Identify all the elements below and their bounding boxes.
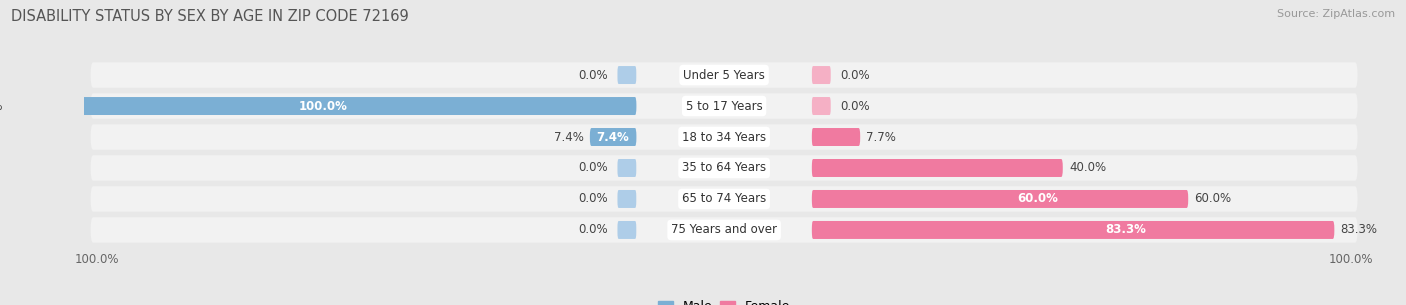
FancyBboxPatch shape bbox=[90, 62, 1358, 88]
Text: 0.0%: 0.0% bbox=[578, 161, 607, 174]
FancyBboxPatch shape bbox=[8, 97, 637, 115]
FancyBboxPatch shape bbox=[811, 159, 831, 177]
FancyBboxPatch shape bbox=[617, 190, 637, 208]
FancyBboxPatch shape bbox=[90, 217, 1358, 243]
Text: 7.4%: 7.4% bbox=[596, 131, 630, 144]
Text: 35 to 64 Years: 35 to 64 Years bbox=[682, 161, 766, 174]
Text: 83.3%: 83.3% bbox=[1340, 224, 1378, 236]
FancyBboxPatch shape bbox=[811, 66, 831, 84]
FancyBboxPatch shape bbox=[617, 97, 637, 115]
FancyBboxPatch shape bbox=[811, 97, 831, 115]
FancyBboxPatch shape bbox=[90, 93, 1358, 119]
Text: DISABILITY STATUS BY SEX BY AGE IN ZIP CODE 72169: DISABILITY STATUS BY SEX BY AGE IN ZIP C… bbox=[11, 9, 409, 24]
FancyBboxPatch shape bbox=[591, 128, 637, 146]
FancyBboxPatch shape bbox=[617, 66, 637, 84]
Text: 65 to 74 Years: 65 to 74 Years bbox=[682, 192, 766, 206]
FancyBboxPatch shape bbox=[811, 159, 1063, 177]
Text: 7.7%: 7.7% bbox=[866, 131, 897, 144]
FancyBboxPatch shape bbox=[90, 155, 1358, 181]
Text: 0.0%: 0.0% bbox=[578, 69, 607, 81]
Text: 83.3%: 83.3% bbox=[1105, 224, 1146, 236]
FancyBboxPatch shape bbox=[617, 159, 637, 177]
FancyBboxPatch shape bbox=[617, 221, 637, 239]
FancyBboxPatch shape bbox=[811, 221, 1334, 239]
Text: 0.0%: 0.0% bbox=[578, 224, 607, 236]
FancyBboxPatch shape bbox=[811, 128, 831, 146]
Text: 100.0%: 100.0% bbox=[298, 99, 347, 113]
Text: 60.0%: 60.0% bbox=[1195, 192, 1232, 206]
Text: Source: ZipAtlas.com: Source: ZipAtlas.com bbox=[1277, 9, 1395, 19]
FancyBboxPatch shape bbox=[90, 186, 1358, 212]
FancyBboxPatch shape bbox=[811, 221, 831, 239]
FancyBboxPatch shape bbox=[811, 190, 1188, 208]
Text: 18 to 34 Years: 18 to 34 Years bbox=[682, 131, 766, 144]
Text: Under 5 Years: Under 5 Years bbox=[683, 69, 765, 81]
Text: 100.0%: 100.0% bbox=[0, 99, 3, 113]
Text: 7.4%: 7.4% bbox=[554, 131, 583, 144]
Text: 0.0%: 0.0% bbox=[841, 99, 870, 113]
FancyBboxPatch shape bbox=[90, 124, 1358, 150]
Text: 5 to 17 Years: 5 to 17 Years bbox=[686, 99, 762, 113]
FancyBboxPatch shape bbox=[617, 128, 637, 146]
Text: 75 Years and over: 75 Years and over bbox=[671, 224, 778, 236]
FancyBboxPatch shape bbox=[811, 128, 860, 146]
Text: 60.0%: 60.0% bbox=[1018, 192, 1059, 206]
Text: 40.0%: 40.0% bbox=[1069, 161, 1107, 174]
Legend: Male, Female: Male, Female bbox=[652, 295, 796, 305]
FancyBboxPatch shape bbox=[811, 190, 831, 208]
Text: 0.0%: 0.0% bbox=[578, 192, 607, 206]
Text: 0.0%: 0.0% bbox=[841, 69, 870, 81]
